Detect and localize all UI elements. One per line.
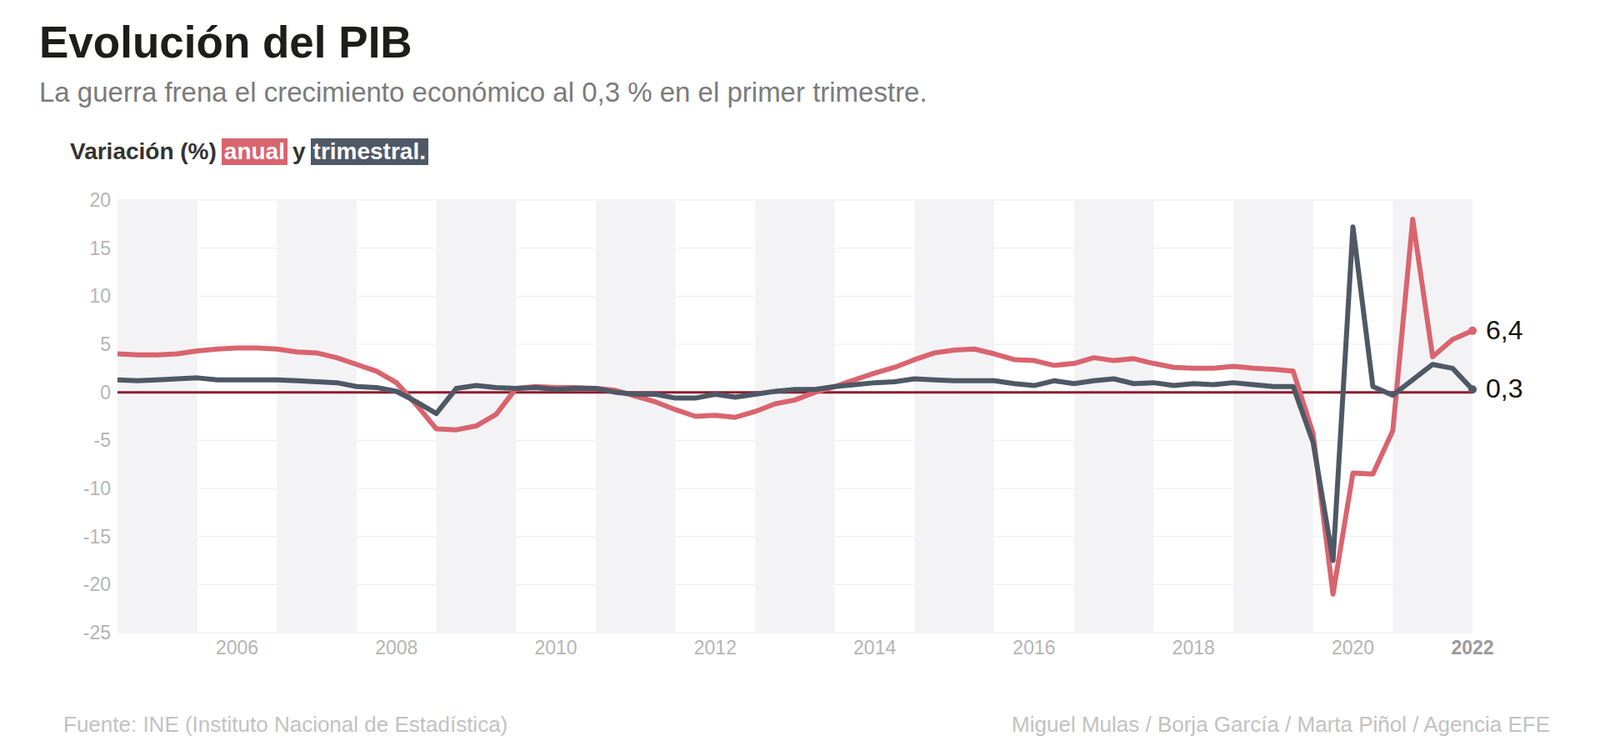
svg-text:2012: 2012 [694,636,737,659]
svg-text:-15: -15 [83,525,111,548]
svg-text:20: 20 [89,189,111,211]
html-text:Fuente: INE (Instituto Naciona: Fuente: INE (Instituto Nacional de Estad… [63,711,508,737]
html-text:Variación (%) anual y trimestr: Variación (%) anual y trimestral. [70,138,426,165]
svg-text:10: 10 [89,285,111,307]
svg-text:2014: 2014 [853,636,896,659]
svg-text:0,3: 0,3 [1485,373,1523,404]
svg-text:-10: -10 [83,477,111,500]
svg-text:-20: -20 [83,573,111,595]
svg-text:2008: 2008 [375,636,418,659]
svg-text:2010: 2010 [534,636,577,659]
html-text:Evolución del PIB: Evolución del PIB [39,17,413,67]
svg-text:2020: 2020 [1331,636,1375,659]
svg-text:-5: -5 [94,429,111,451]
svg-text:2006: 2006 [215,636,259,659]
svg-text:5: 5 [100,333,111,355]
svg-text:15: 15 [89,237,111,260]
svg-text:2016: 2016 [1012,636,1055,659]
svg-text:2018: 2018 [1172,636,1215,659]
html-text:La guerra frena el crecimiento: La guerra frena el crecimiento económico… [39,76,928,108]
svg-text:6,4: 6,4 [1485,315,1523,345]
html-text:Miguel Mulas / Borja García /: Miguel Mulas / Borja García / Marta Piño… [1011,711,1550,737]
svg-text:0: 0 [100,381,111,404]
svg-text:2022: 2022 [1450,636,1494,659]
svg-text:-25: -25 [83,621,111,644]
